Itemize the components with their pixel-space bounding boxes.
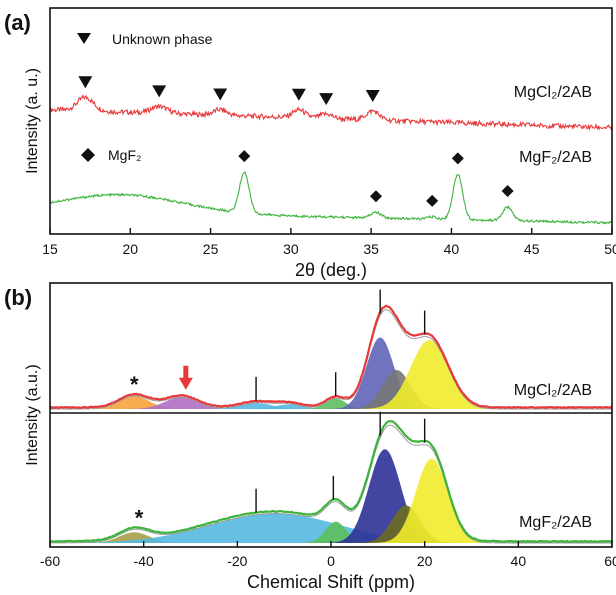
x-tick-label-a-7: 50 — [604, 241, 616, 257]
legend-diamond-icon — [81, 148, 95, 162]
x-tick-label-a-3: 30 — [283, 241, 299, 257]
peak-marker-a-1-3 — [451, 152, 464, 165]
series-a-mgf2-label: MgF₂/2AB — [519, 149, 592, 166]
peak-marker-a-0-0 — [78, 76, 93, 89]
series-line-a-1 — [49, 170, 613, 225]
x-tick-label-a-0: 15 — [42, 241, 58, 257]
legend-unknown-phase: Unknown phase — [112, 31, 213, 47]
fit-sum-b-0 — [50, 309, 612, 410]
peak-marker-a-1-1 — [369, 190, 382, 203]
x-tick-label-a-1: 20 — [122, 241, 138, 257]
peak-marker-a-0-5 — [365, 90, 380, 103]
panel-a-xlabel: 2θ (deg.) — [295, 260, 367, 280]
panel-b-frame — [49, 282, 613, 548]
peak-marker-a-0-1 — [152, 85, 167, 98]
asterisk-b-1: * — [135, 505, 144, 530]
panel-a: 15 20 25 30 35 40 45 50 (a) Intensity (a. u.) 2… — [4, 7, 616, 280]
peak-marker-a-0-3 — [291, 88, 306, 101]
panel-b-ylabel: Intensity (a.u.) — [24, 364, 41, 465]
x-tick-label-b-4: 20 — [417, 553, 433, 569]
red-arrow-icon — [178, 365, 193, 390]
peak-marker-a-0-2 — [213, 88, 228, 101]
series-b-mgf2-label: MgF₂/2AB — [519, 514, 592, 531]
peak-marker-a-0-4 — [319, 93, 334, 106]
x-tick-label-a-5: 40 — [444, 241, 460, 257]
x-tick-label-b-2: -20 — [227, 553, 247, 569]
series-b-mgcl2-label: MgCl₂/2AB — [514, 382, 592, 399]
peak-marker-a-1-0 — [238, 150, 251, 163]
panel-b-xlabel: Chemical Shift (ppm) — [247, 572, 415, 592]
x-tick-label-b-6: 60 — [604, 553, 616, 569]
legend-triangle-icon — [77, 33, 91, 44]
panel-b-label: (b) — [4, 285, 32, 310]
x-tick-label-a-4: 35 — [363, 241, 379, 257]
x-tick-label-a-6: 45 — [524, 241, 540, 257]
x-tick-label-b-3: 0 — [327, 553, 335, 569]
panel-a-frame — [49, 7, 613, 235]
series-a-mgcl2-label: MgCl₂/2AB — [514, 84, 592, 101]
component-b-0-0 — [50, 396, 612, 409]
x-tick-label-b-5: 40 — [511, 553, 527, 569]
panel-a-ylabel: Intensity (a. u.) — [24, 68, 41, 174]
spectrum-b-0 — [49, 304, 613, 410]
x-tick-label-b-0: -60 — [40, 553, 60, 569]
legend-mgf2: MgF₂ — [108, 147, 141, 163]
panel-b: * * -60 -40 -20 0 20 40 60 (b) Intensity (a.u.)… — [4, 282, 616, 592]
peak-marker-a-1-2 — [426, 194, 439, 207]
series-line-a-0 — [49, 94, 613, 131]
x-tick-label-a-2: 25 — [203, 241, 219, 257]
x-tick-label-b-1: -40 — [134, 553, 154, 569]
peak-marker-a-1-4 — [501, 185, 514, 198]
component-b-0-4 — [50, 398, 612, 409]
panel-a-label: (a) — [4, 10, 31, 35]
component-b-0-1 — [50, 397, 612, 409]
component-b-1-2 — [50, 521, 612, 543]
asterisk-b-0: * — [130, 372, 139, 397]
